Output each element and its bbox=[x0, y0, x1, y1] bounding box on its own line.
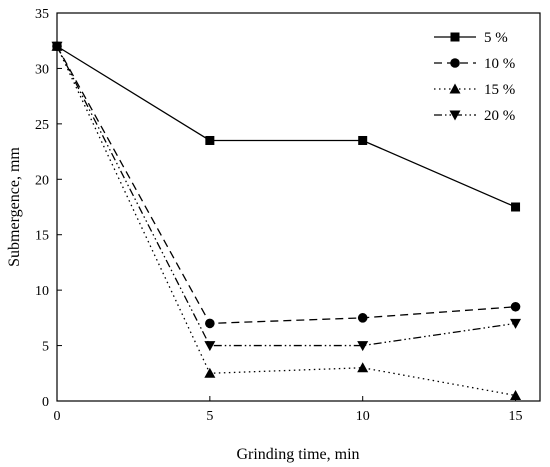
data-point bbox=[205, 318, 215, 329]
legend: 5 % 10 % 15 % 20 % bbox=[434, 30, 515, 124]
series-2 bbox=[52, 41, 521, 329]
y-tick-label: 25 bbox=[35, 118, 49, 133]
data-point bbox=[204, 367, 216, 378]
x-tick-label: 0 bbox=[54, 409, 61, 424]
y-tick-label: 0 bbox=[42, 395, 49, 410]
y-tick-label: 30 bbox=[35, 62, 49, 77]
series-layer bbox=[51, 40, 522, 400]
series-1 bbox=[52, 41, 521, 212]
series-line bbox=[56, 45, 516, 325]
plot-area bbox=[56, 12, 541, 402]
x-axis: 0 5 10 15 bbox=[54, 396, 523, 424]
legend-marker bbox=[449, 83, 461, 94]
legend-label: 15 % bbox=[484, 82, 515, 98]
legend-label: 5 % bbox=[484, 30, 508, 46]
data-point bbox=[357, 341, 369, 352]
y-tick-label: 10 bbox=[35, 284, 49, 299]
x-tick-label: 5 bbox=[206, 409, 213, 424]
y-axis-title: Submergence, mm bbox=[6, 147, 23, 267]
data-point bbox=[204, 341, 216, 352]
plot-frame bbox=[56, 12, 541, 402]
data-point bbox=[51, 41, 63, 52]
x-tick-label: 10 bbox=[356, 409, 370, 424]
data-point bbox=[510, 389, 522, 400]
data-point bbox=[357, 313, 368, 323]
data-point bbox=[510, 301, 521, 312]
legend-item: 5 % bbox=[434, 30, 508, 46]
data-point bbox=[357, 362, 369, 373]
legend-label: 10 % bbox=[484, 56, 515, 72]
series-line bbox=[56, 45, 516, 208]
y-tick-label: 35 bbox=[35, 7, 49, 22]
data-point bbox=[510, 318, 522, 329]
y-tick-label: 5 bbox=[42, 340, 49, 355]
data-point bbox=[358, 135, 368, 145]
y-axis: 0 5 10 15 20 25 30 35 bbox=[35, 7, 62, 410]
legend-marker bbox=[449, 110, 461, 121]
series-4 bbox=[51, 41, 522, 352]
data-point bbox=[205, 135, 215, 145]
x-tick-label: 15 bbox=[509, 409, 523, 424]
y-tick-label: 20 bbox=[35, 173, 49, 188]
series-3 bbox=[51, 40, 522, 400]
x-axis-title: Grinding time, min bbox=[236, 446, 359, 463]
legend-marker bbox=[450, 32, 460, 42]
legend-item: 10 % bbox=[434, 56, 515, 72]
y-tick-label: 15 bbox=[35, 229, 49, 244]
legend-marker bbox=[450, 58, 460, 68]
series-line bbox=[56, 45, 516, 397]
legend-label: 20 % bbox=[484, 108, 515, 124]
legend-item: 15 % bbox=[434, 82, 515, 98]
legend-item: 20 % bbox=[434, 108, 515, 124]
data-point bbox=[511, 202, 521, 212]
series-line bbox=[56, 45, 516, 347]
